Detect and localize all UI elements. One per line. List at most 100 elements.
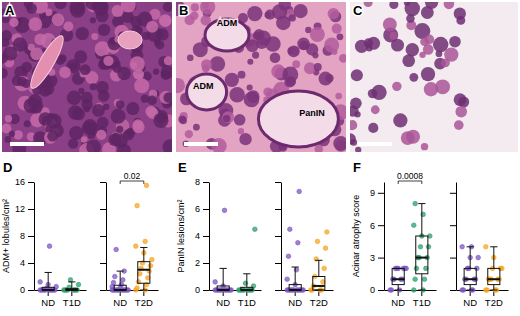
tissue-cell xyxy=(4,136,11,143)
tissue-cell xyxy=(26,3,37,14)
y-tick: 8 xyxy=(20,231,34,241)
y-tick xyxy=(450,193,456,194)
tissue-cell xyxy=(282,66,298,82)
y-tick xyxy=(100,236,106,237)
tissue-cell xyxy=(185,130,193,138)
tissue-cell xyxy=(254,29,265,40)
data-point xyxy=(323,246,328,251)
tissue-cell xyxy=(391,39,404,52)
tissue-cell xyxy=(247,59,253,65)
data-point xyxy=(460,245,465,250)
tissue-cell xyxy=(315,145,323,152)
data-point xyxy=(296,240,301,245)
data-point xyxy=(422,277,427,282)
x-tick: T2D xyxy=(135,290,153,308)
p-value: 0.02 xyxy=(124,171,141,181)
histology-image: C xyxy=(345,0,518,153)
tissue-cell xyxy=(355,147,361,152)
tissue-cell xyxy=(86,2,100,10)
tissue-cell xyxy=(306,43,318,55)
image-annotation: ADM xyxy=(193,81,214,91)
tissue-cell xyxy=(99,55,114,70)
tissue-cell xyxy=(229,87,244,102)
whisker-cap-lower xyxy=(395,290,402,291)
tissue-cell xyxy=(390,32,398,40)
group-1 xyxy=(411,201,432,292)
y-tick-mark xyxy=(450,225,456,226)
tissue-cell xyxy=(141,95,149,103)
tissue-cell xyxy=(156,28,168,40)
x-axis: ND T2D xyxy=(282,290,334,308)
x-tick-label: ND xyxy=(41,297,55,308)
x-tick: T1D xyxy=(238,290,256,308)
tissue-cell xyxy=(332,24,342,34)
plot-marks xyxy=(38,244,81,292)
tissue-cell xyxy=(244,92,260,108)
panel-label: E xyxy=(178,160,187,175)
y-tick: 16 xyxy=(15,177,34,187)
tissue-cell xyxy=(80,64,91,75)
whisker-lower xyxy=(421,274,422,290)
data-point xyxy=(113,274,118,279)
tissue-cell xyxy=(159,14,172,27)
y-tick-label: 8 xyxy=(20,231,25,241)
tissue-cell xyxy=(389,2,398,9)
x-axis: ND T1D xyxy=(35,290,87,308)
x-tick-label: T1D xyxy=(413,297,431,308)
tissue-cell xyxy=(421,67,435,81)
whisker-cap-upper xyxy=(243,273,250,274)
y-axis-line xyxy=(456,183,457,291)
y-axis-line xyxy=(281,183,282,291)
tissue-cell xyxy=(9,131,15,137)
tissue-cell xyxy=(163,2,172,12)
whisker-lower xyxy=(493,285,494,290)
tissue-cell xyxy=(264,12,271,19)
tissue-cell xyxy=(72,107,85,120)
y-tick-mark xyxy=(28,209,34,210)
y-tick-label: 16 xyxy=(15,177,25,187)
group-1 xyxy=(133,183,154,292)
tissue-cell xyxy=(314,63,322,71)
y-tick-mark xyxy=(203,236,209,237)
tissue-cell xyxy=(339,54,346,63)
data-point xyxy=(38,280,43,285)
y-axis-title: PanIN lesions/cm² xyxy=(176,199,186,272)
x-tick: ND xyxy=(288,290,302,308)
y-tick-mark xyxy=(275,263,281,264)
x-tick: T2D xyxy=(310,290,328,308)
tissue-cell xyxy=(81,136,88,143)
y-tick: 0 xyxy=(370,285,384,295)
tissue-cell xyxy=(3,46,17,60)
tissue-cell xyxy=(392,82,401,91)
tissue-cell xyxy=(163,92,172,103)
tissue-cell xyxy=(424,34,434,44)
tissue-cell xyxy=(13,130,23,140)
x-tick-label: T1D xyxy=(63,297,81,308)
y-tick xyxy=(275,209,281,210)
tissue-cell xyxy=(17,76,27,86)
tissue-cell xyxy=(193,124,200,131)
tissue-cell xyxy=(368,89,377,98)
box-iqr xyxy=(488,268,500,284)
tissue-cell xyxy=(52,13,65,26)
tissue-cell xyxy=(55,2,67,9)
group-1 xyxy=(61,278,80,293)
y-axis: 0481216 xyxy=(15,177,35,295)
data-point xyxy=(148,263,153,268)
box-plot: 02468NDT1DEPanIN lesions/cm² xyxy=(176,160,262,308)
histology-image: A xyxy=(0,0,178,158)
y-tick-label: 12 xyxy=(15,204,25,214)
whisker-lower xyxy=(143,283,144,290)
x-axis-line xyxy=(107,290,159,291)
data-point xyxy=(222,208,227,213)
whisker-upper xyxy=(246,274,247,288)
tissue-cell xyxy=(90,17,96,23)
tissue-cell xyxy=(364,2,373,7)
y-tick-mark xyxy=(378,193,384,194)
tissue-cell xyxy=(310,27,325,42)
tissue-cell xyxy=(238,128,244,134)
whisker-cap-lower xyxy=(490,290,497,291)
y-axis: 0369 xyxy=(370,183,385,296)
image-annotation: ADM xyxy=(217,18,238,28)
tissue-cell xyxy=(366,45,372,51)
